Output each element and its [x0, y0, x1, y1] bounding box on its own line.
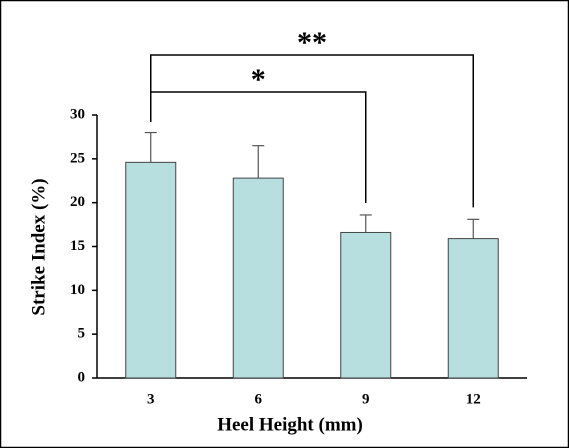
bar [447, 238, 499, 379]
bar [340, 231, 392, 379]
y-tick-label: 10 [70, 282, 85, 298]
y-tick-label: 0 [78, 369, 86, 385]
x-tick-label: 9 [362, 391, 370, 407]
bar [232, 177, 284, 379]
significance-label: * [251, 63, 266, 96]
x-tick-label: 3 [147, 391, 155, 407]
x-tick-label: 12 [466, 391, 481, 407]
y-tick-label: 30 [70, 106, 85, 122]
y-tick-label: 20 [70, 194, 85, 210]
significance-bracket [150, 54, 474, 208]
x-tick-label: 6 [255, 391, 263, 407]
y-tick-label: 25 [70, 150, 85, 166]
x-axis-title: Heel Height (mm) [217, 414, 363, 435]
significance-label: ** [297, 26, 327, 59]
y-axis-title: Strike Index (%) [28, 178, 49, 315]
y-tick-label: 15 [70, 238, 85, 254]
bar [125, 161, 177, 379]
y-tick-label: 5 [78, 326, 86, 342]
